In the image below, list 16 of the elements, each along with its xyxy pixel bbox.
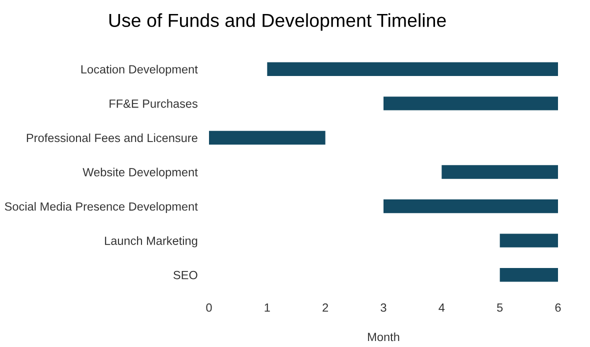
x-tick-label: 6 [555, 303, 561, 312]
x-axis-title: Month [368, 332, 400, 342]
chart-title: Use of Funds and Development Timeline [109, 13, 446, 31]
y-tick-label: Location Development [81, 64, 198, 76]
x-tick-label: 4 [438, 304, 445, 312]
x-tick-label: 3 [380, 303, 386, 312]
y-tick-label: Professional Fees and Licensure [26, 133, 198, 142]
y-tick-label: Website Development [82, 168, 198, 179]
y-tick-label: Social Media Presence Development [4, 202, 198, 214]
x-tick-label: 5 [497, 304, 503, 312]
y-tick-label: FF&E Purchases [110, 99, 198, 108]
x-tick-label: 1 [264, 304, 270, 312]
y-tick-label: SEO [173, 270, 198, 280]
x-tick-label: 2 [322, 303, 328, 312]
x-tick-label: 0 [206, 303, 212, 312]
y-tick-label: Launch Marketing [105, 236, 198, 248]
